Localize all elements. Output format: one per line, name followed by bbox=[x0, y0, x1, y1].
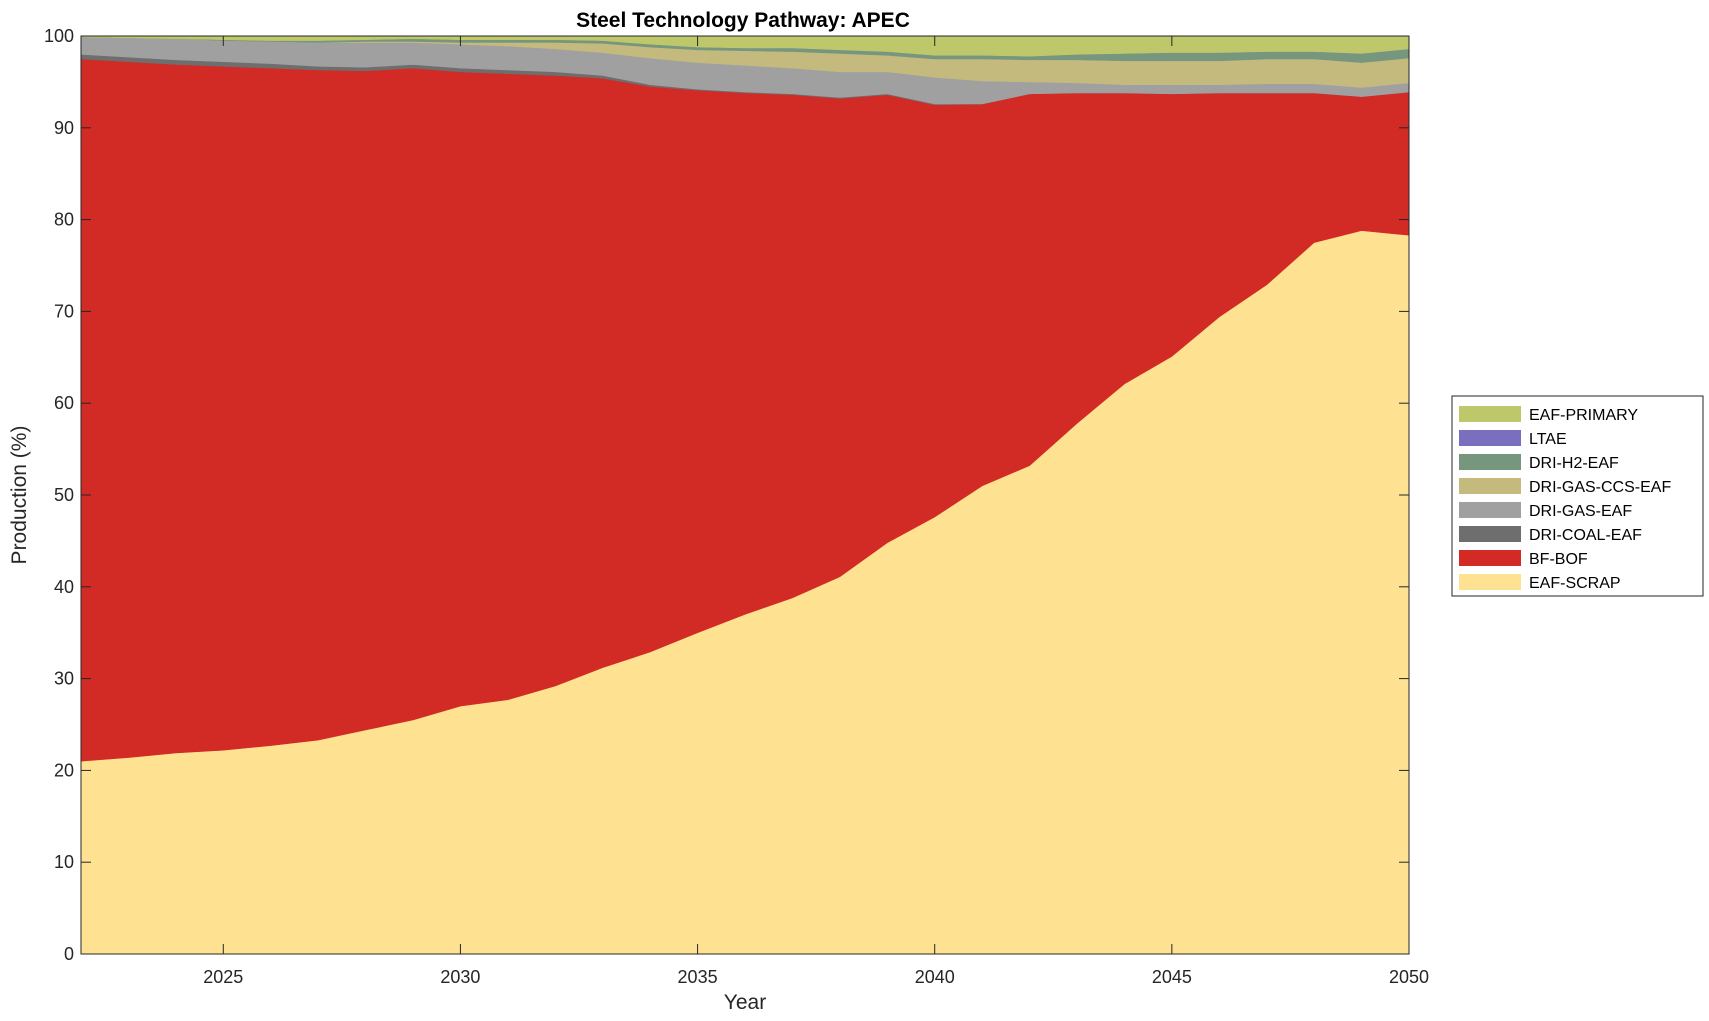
x-axis-label: Year bbox=[724, 991, 766, 1014]
x-tick-label: 2035 bbox=[678, 967, 718, 987]
y-tick-label: 60 bbox=[54, 393, 74, 413]
x-tick-label: 2040 bbox=[915, 967, 955, 987]
legend-label-dri-gas-ccs-eaf: DRI-GAS-CCS-EAF bbox=[1529, 479, 1671, 496]
legend-label-ltae: LTAE bbox=[1529, 431, 1567, 448]
y-tick-label: 100 bbox=[44, 26, 74, 46]
y-tick-label: 20 bbox=[54, 760, 74, 780]
legend-label-eaf-scrap: EAF-SCRAP bbox=[1529, 575, 1621, 592]
stacked-areas bbox=[80, 35, 1410, 955]
legend-swatch-dri-h2-eaf bbox=[1459, 454, 1521, 470]
legend-label-dri-coal-eaf: DRI-COAL-EAF bbox=[1529, 527, 1642, 544]
legend-swatch-bf-bof bbox=[1459, 550, 1521, 566]
legend-swatch-dri-gas-eaf bbox=[1459, 502, 1521, 518]
legend-swatch-dri-coal-eaf bbox=[1459, 526, 1521, 542]
x-tick-label: 2030 bbox=[440, 967, 480, 987]
y-tick-label: 40 bbox=[54, 577, 74, 597]
legend-label-dri-gas-eaf: DRI-GAS-EAF bbox=[1529, 503, 1632, 520]
legend-label-eaf-primary: EAF-PRIMARY bbox=[1529, 407, 1638, 424]
legend-swatch-eaf-scrap bbox=[1459, 574, 1521, 590]
legend-swatch-eaf-primary bbox=[1459, 406, 1521, 422]
y-axis-label: Production (%) bbox=[8, 426, 31, 565]
y-tick-label: 90 bbox=[54, 118, 74, 138]
x-tick-label: 2045 bbox=[1152, 967, 1192, 987]
legend-label-bf-bof: BF-BOF bbox=[1529, 551, 1588, 568]
y-tick-label: 70 bbox=[54, 301, 74, 321]
legend-label-dri-h2-eaf: DRI-H2-EAF bbox=[1529, 455, 1619, 472]
x-tick-label: 2050 bbox=[1389, 967, 1429, 987]
axes: 2025 2030 2035 2040 2045 20500102030405060708… bbox=[44, 26, 1429, 987]
y-tick-label: 80 bbox=[54, 210, 74, 230]
x-tick-label: 2025 bbox=[203, 967, 243, 987]
chart-title: Steel Technology Pathway: APEC bbox=[576, 9, 910, 32]
legend-swatch-dri-gas-ccs-eaf bbox=[1459, 478, 1521, 494]
y-tick-label: 0 bbox=[64, 944, 74, 964]
y-tick-label: 30 bbox=[54, 669, 74, 689]
legend-swatch-ltae bbox=[1459, 430, 1521, 446]
y-tick-label: 10 bbox=[54, 852, 74, 872]
y-tick-label: 50 bbox=[54, 485, 74, 505]
legend: EAF-PRIMARY LTAE DRI-H2-EAF DRI-GAS-CCS-EAF… bbox=[1451, 395, 1704, 597]
